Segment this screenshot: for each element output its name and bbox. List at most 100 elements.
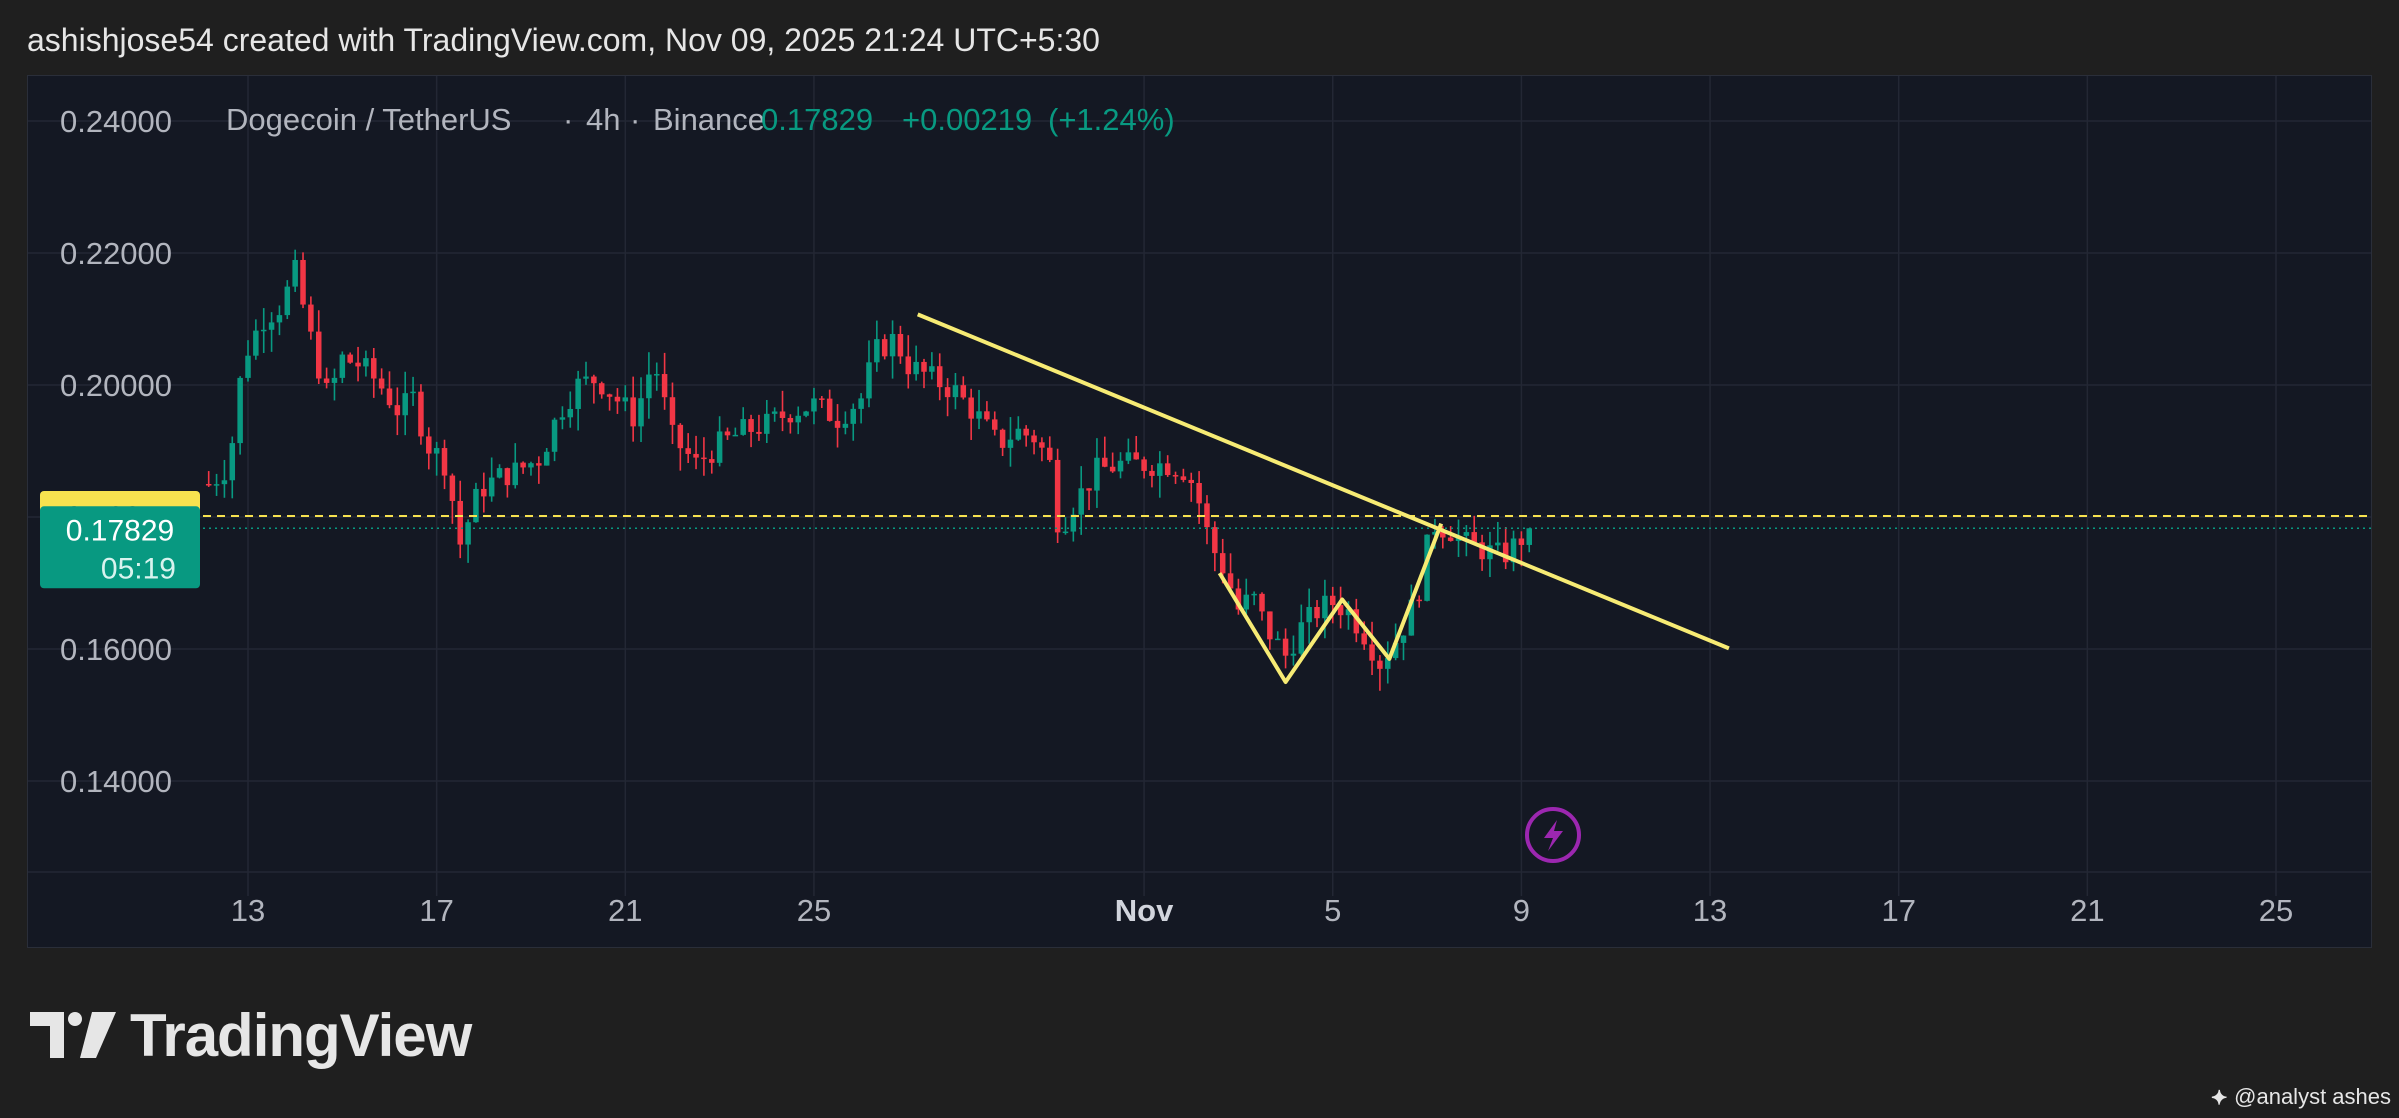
candle-body (881, 339, 888, 357)
candle-body (850, 408, 857, 424)
candle (1495, 521, 1501, 551)
candle (905, 335, 912, 389)
candle-body (1219, 553, 1226, 574)
candle-body (520, 462, 526, 468)
candle-body (1227, 573, 1234, 589)
candle (481, 472, 487, 513)
candle (331, 368, 338, 401)
candle (1243, 578, 1250, 615)
candle (1015, 416, 1022, 441)
candle (1149, 464, 1155, 488)
candle-body (826, 398, 833, 421)
candle-body (1141, 459, 1147, 471)
trendline (916, 312, 1730, 651)
candle (1510, 530, 1517, 572)
candle (921, 358, 927, 389)
candle (1337, 586, 1344, 629)
chart-panel[interactable]: 13 17 21 25 Nov 5 9 13 17 21 25 0.14000 0.16000 0.200… (27, 75, 2372, 948)
candle (315, 310, 322, 385)
candle-body (1385, 658, 1391, 669)
candle (913, 345, 919, 381)
candle (881, 334, 888, 360)
candle (1031, 429, 1037, 455)
candle-body (410, 391, 416, 394)
annotations (203, 312, 2371, 684)
candle-body (771, 411, 778, 414)
candle-body (756, 431, 762, 434)
candle-body (245, 355, 251, 378)
candle-body (457, 500, 463, 545)
candle-body (315, 331, 322, 379)
candle (638, 377, 644, 443)
candle-body (1408, 599, 1415, 636)
candle (378, 368, 385, 395)
candle-body (921, 361, 927, 372)
lightning-icon[interactable] (1525, 807, 1581, 863)
legend-separator-1: · (563, 102, 573, 137)
candle-body (709, 459, 715, 463)
candle-body (394, 405, 401, 416)
candle (748, 414, 754, 448)
candle (528, 461, 534, 476)
candle-body (834, 420, 841, 428)
legend-change-pct: (+1.24%) (1048, 102, 1175, 137)
candle-body (716, 431, 723, 463)
candle (1007, 417, 1014, 467)
candle-body (331, 377, 338, 383)
candle-body (1353, 609, 1360, 634)
candle (1259, 592, 1265, 621)
candle (614, 388, 621, 414)
candle-body (1062, 531, 1069, 534)
candle-body (308, 304, 314, 332)
candle-body (1188, 479, 1195, 484)
candle-body (984, 411, 990, 420)
candle (496, 464, 503, 479)
x-tick-label: 17 (1881, 893, 1915, 928)
candle-body (1180, 476, 1187, 480)
candle (1047, 436, 1053, 463)
candle-body (1109, 466, 1116, 472)
candle-body (1447, 537, 1454, 541)
candle (536, 456, 542, 484)
candle-body (1117, 460, 1124, 472)
candle (999, 428, 1006, 456)
y-tick-label: 0.20000 (60, 368, 172, 403)
legend-interval: 4h (586, 102, 620, 137)
candle (1502, 527, 1509, 570)
candle (205, 471, 212, 487)
candle (355, 346, 361, 382)
candle-body (795, 415, 801, 423)
candle-body (1392, 642, 1399, 659)
candle (433, 441, 440, 476)
candle (1054, 448, 1061, 543)
candle-body (811, 398, 817, 412)
candle (929, 352, 935, 380)
candle-body (944, 387, 951, 398)
candle-body (481, 488, 487, 497)
candle (1212, 521, 1218, 572)
candle (402, 371, 408, 436)
candle (779, 390, 786, 432)
candle (653, 362, 660, 391)
candle-body (614, 396, 621, 402)
candle (292, 249, 298, 292)
candle (1070, 507, 1077, 542)
candle (260, 308, 267, 354)
candle-body (229, 443, 236, 481)
candle-body (606, 394, 613, 397)
candle-body (638, 398, 644, 427)
candle (1117, 452, 1124, 479)
candle (237, 376, 243, 455)
candle (850, 403, 857, 441)
candle-body (1125, 452, 1132, 461)
candle (1078, 466, 1084, 535)
candlestick-chart[interactable]: 13 17 21 25 Nov 5 9 13 17 21 25 0.14000 0.16000 0.200… (28, 76, 2371, 947)
candle-body (260, 329, 267, 332)
countdown-label: 05:19 (101, 552, 176, 585)
candle-body (913, 361, 919, 375)
candle-body (1518, 538, 1525, 545)
candle-body (1479, 542, 1485, 560)
candle-body (1400, 635, 1407, 643)
candle (826, 389, 833, 422)
candle (386, 371, 393, 409)
